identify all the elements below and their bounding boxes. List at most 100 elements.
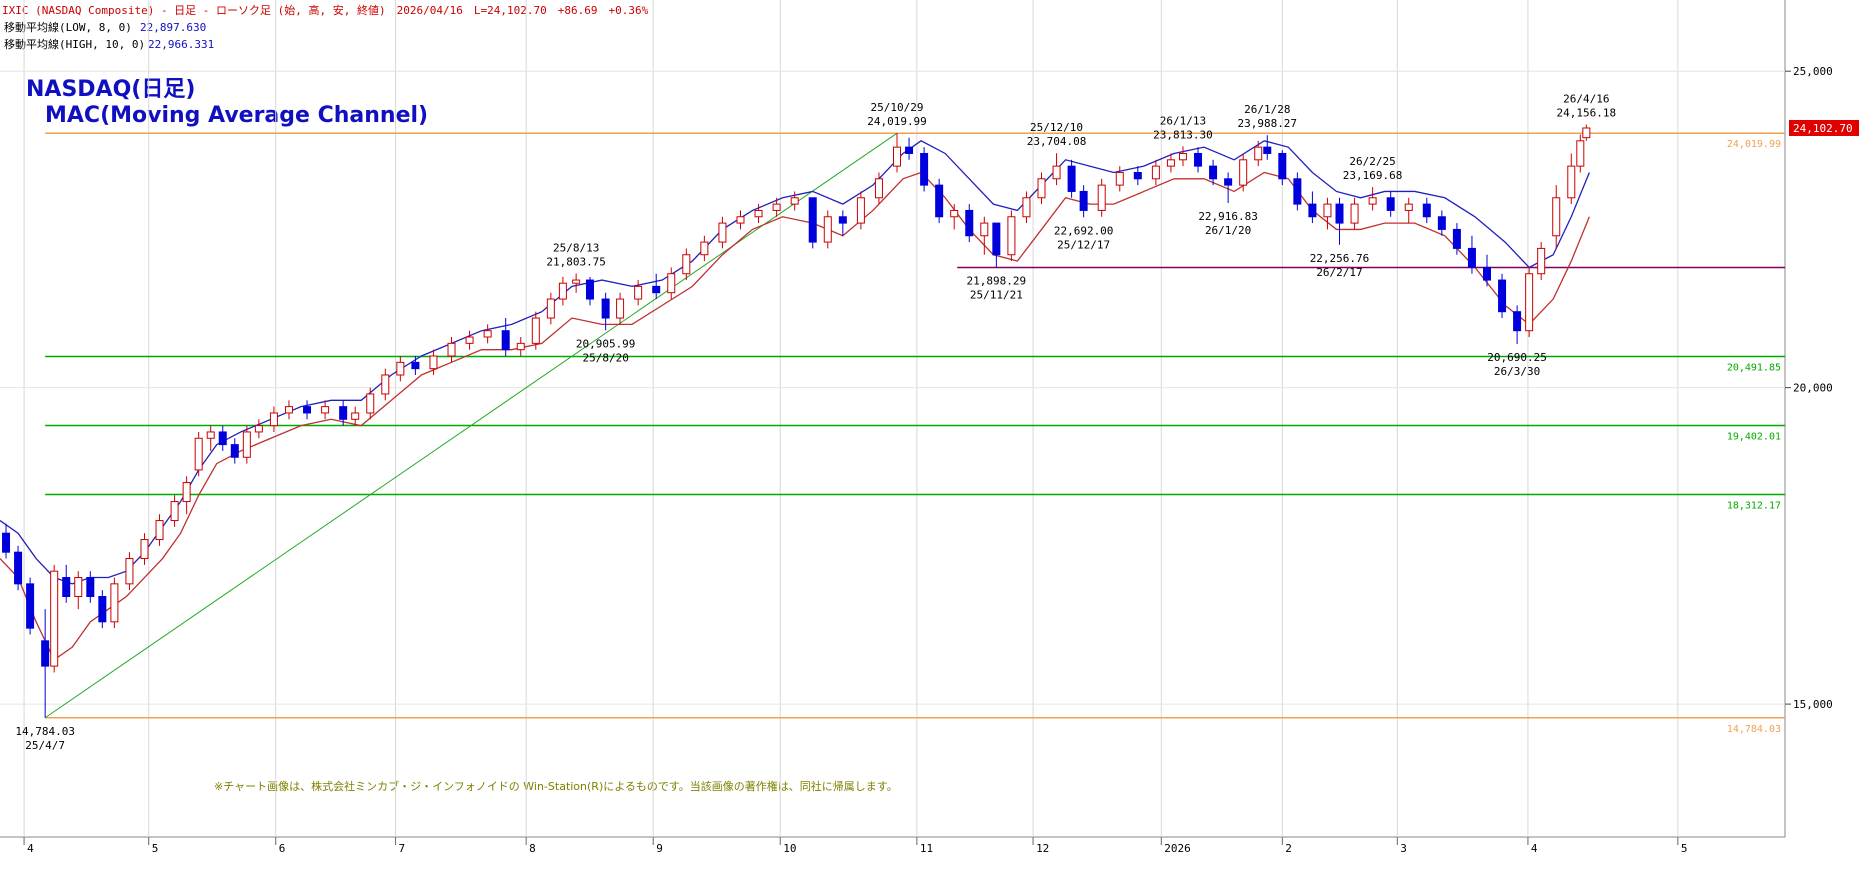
- candle-body: [411, 361, 420, 370]
- candle-body: [1404, 203, 1413, 211]
- candle-body: [41, 640, 50, 667]
- candle-body: [366, 393, 375, 414]
- x-tick-label: 4: [1531, 842, 1538, 855]
- candle-body: [62, 577, 71, 598]
- candle-body: [1166, 159, 1175, 167]
- candle-body: [1525, 273, 1534, 332]
- price-annotation: 25/8/13: [553, 241, 599, 254]
- candle-body: [1576, 140, 1585, 167]
- candle-body: [682, 254, 691, 275]
- candle-body: [86, 577, 95, 598]
- candle-body: [1007, 216, 1016, 256]
- candle-body: [808, 197, 817, 243]
- candle-body: [1194, 152, 1203, 167]
- candle-body: [1097, 184, 1106, 211]
- candle-body: [1115, 171, 1124, 186]
- candle-body: [110, 583, 119, 623]
- candle-body: [856, 197, 865, 224]
- candle-body: [1482, 266, 1491, 281]
- candle-body: [465, 336, 474, 344]
- price-annotation: 25/10/29: [871, 101, 924, 114]
- candle-body: [1552, 197, 1561, 237]
- price-annotation: 21,898.29: [967, 275, 1027, 288]
- candle-body: [1323, 203, 1332, 218]
- candle-body: [155, 520, 164, 541]
- last-price-box: [1789, 119, 1859, 136]
- price-annotation: 24,156.18: [1557, 107, 1617, 120]
- candle-body: [558, 282, 567, 300]
- x-tick-label: 2: [1285, 842, 1292, 855]
- candle-body: [50, 570, 59, 667]
- candle-body: [501, 330, 510, 351]
- candle-body: [1254, 146, 1263, 161]
- candle-body: [2, 532, 11, 553]
- candle-body: [1513, 311, 1522, 332]
- candle-body: [351, 412, 360, 420]
- candle-body: [992, 222, 1001, 256]
- candle-body: [218, 431, 227, 446]
- candle-body: [1209, 165, 1218, 180]
- grid: [0, 0, 1785, 837]
- candle-body: [1037, 178, 1046, 199]
- price-annotation: 26/1/28: [1244, 103, 1290, 116]
- candle-body: [823, 216, 832, 243]
- candle-body: [381, 374, 390, 395]
- candle-body: [546, 298, 555, 319]
- candle-body: [950, 209, 959, 218]
- x-tick-label: 2026: [1164, 842, 1191, 855]
- y-tick-label: 25,000: [1793, 65, 1833, 78]
- candle-body: [1293, 178, 1302, 205]
- y-tick-label: 15,000: [1793, 698, 1833, 711]
- candle-body: [14, 551, 23, 585]
- candle-body: [616, 298, 625, 319]
- candle-body: [1467, 247, 1476, 268]
- x-tick-label: 10: [783, 842, 796, 855]
- copyright-note: ※チャート画像は、株式会社ミンカブ・ジ・インフォノイドの Win-Station…: [214, 779, 898, 793]
- y-tick-label: 20,000: [1793, 382, 1833, 395]
- price-annotation: 22,916.83: [1198, 210, 1258, 223]
- price-annotation: 23,704.08: [1027, 135, 1087, 148]
- candle-body: [1133, 171, 1142, 180]
- candle-body: [26, 583, 35, 629]
- candle-body: [1178, 152, 1187, 161]
- candle-body: [905, 146, 914, 154]
- price-annotation: 23,988.27: [1237, 117, 1297, 130]
- candle-body: [1263, 146, 1272, 154]
- candle-body: [700, 241, 709, 256]
- chart-subtitle: MAC(Moving Average Channel): [45, 103, 428, 128]
- candle-body: [667, 273, 676, 294]
- price-annotation: 25/12/10: [1030, 121, 1083, 134]
- level-label: 20,491.85: [1727, 363, 1781, 374]
- price-annotation: 20,905.99: [576, 337, 636, 350]
- candle-body: [1537, 247, 1546, 275]
- price-annotation: 23,169.68: [1343, 169, 1403, 182]
- level-label: 19,402.01: [1727, 431, 1781, 442]
- candle-body: [572, 279, 581, 284]
- candle-body: [303, 406, 312, 414]
- price-annotation: 21,803.75: [546, 255, 606, 268]
- candle-body: [772, 203, 781, 211]
- candle-body: [1437, 216, 1446, 230]
- candle-body: [1335, 203, 1344, 224]
- candle-body: [652, 285, 661, 294]
- x-tick-label: 11: [920, 842, 933, 855]
- candle-body: [980, 222, 989, 237]
- candle-body: [339, 406, 348, 420]
- candle-body: [516, 342, 525, 351]
- price-annotation: 22,256.76: [1310, 252, 1370, 265]
- price-annotation: 20,690.25: [1487, 351, 1547, 364]
- candle-body: [194, 437, 203, 471]
- candle-body: [1052, 165, 1061, 180]
- last-price-label: 24,102.70: [1793, 122, 1853, 135]
- candle-body: [1308, 203, 1317, 218]
- trendline: [44, 132, 898, 719]
- candle-body: [242, 431, 251, 458]
- candle-body: [230, 444, 239, 458]
- x-tick-label: 7: [399, 842, 406, 855]
- candle-body: [1582, 127, 1591, 139]
- price-annotation: 26/1/13: [1160, 114, 1206, 127]
- candle-body: [170, 501, 179, 522]
- candle-body: [1224, 178, 1233, 186]
